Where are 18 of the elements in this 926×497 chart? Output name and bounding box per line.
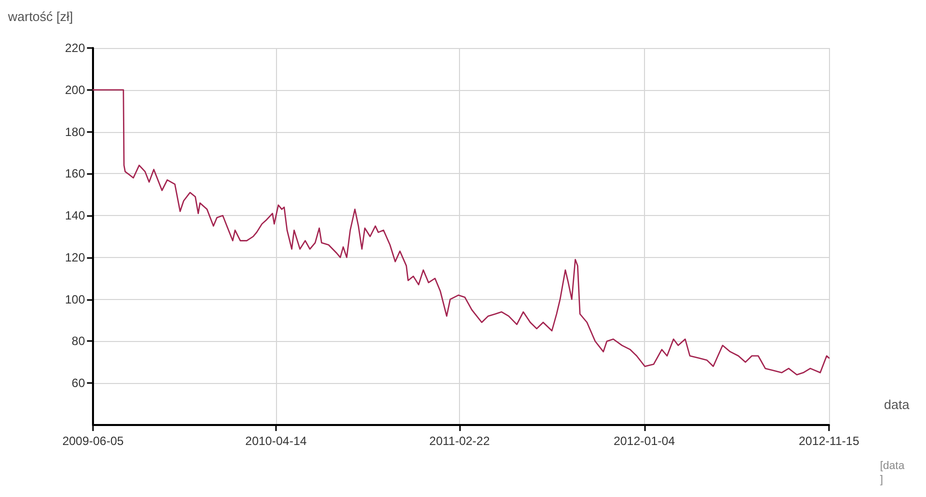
y-tick-label: 220 — [64, 41, 86, 55]
y-tick-label: 160 — [64, 166, 86, 181]
x-tick-label: 2012-11-15 — [798, 434, 860, 448]
line-series — [92, 89, 830, 376]
y-tick-label: 60 — [72, 376, 86, 390]
y-tick-label: 100 — [64, 292, 86, 306]
y-tick-label: 80 — [72, 334, 86, 348]
text: [data] — [880, 460, 906, 486]
y-tick-label: 120 — [64, 250, 86, 264]
y-axis-title: wartość [zł] — [7, 9, 74, 24]
x-tick-label: 2010-04-14 — [245, 434, 307, 448]
x-tick-label: 2012-01-04 — [614, 434, 676, 448]
x-axis-title: data — [884, 397, 910, 412]
x-tick-label: 2011-02-22 — [429, 434, 490, 448]
y-tick-label: 140 — [64, 208, 86, 223]
y-tick-label: 180 — [64, 124, 86, 139]
x-tick-label: 2009-06-05 — [62, 434, 124, 448]
y-tick-label: 200 — [64, 82, 86, 97]
